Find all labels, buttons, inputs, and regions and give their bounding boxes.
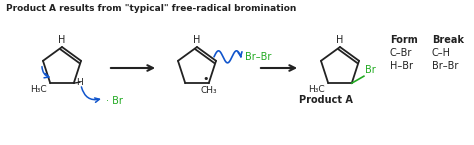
Text: H: H (193, 35, 201, 45)
Text: H₃C: H₃C (309, 85, 325, 94)
Text: Br–Br: Br–Br (245, 52, 272, 62)
Text: Product A results from "typical" free-radical bromination: Product A results from "typical" free-ra… (6, 4, 296, 13)
Text: Product A: Product A (299, 95, 353, 105)
Text: H: H (58, 35, 66, 45)
Text: CH₃: CH₃ (201, 86, 217, 95)
Text: · Br: · Br (106, 96, 123, 106)
Text: Br–Br: Br–Br (432, 61, 458, 71)
Text: Break: Break (432, 35, 464, 45)
Text: Form: Form (390, 35, 418, 45)
Text: Br: Br (365, 65, 375, 75)
Text: C–H: C–H (432, 48, 451, 58)
Text: C–Br: C–Br (390, 48, 412, 58)
Text: •: • (202, 74, 209, 84)
Text: H: H (337, 35, 344, 45)
Text: H₃C: H₃C (31, 85, 47, 94)
Text: H: H (76, 78, 82, 87)
Text: H–Br: H–Br (390, 61, 413, 71)
